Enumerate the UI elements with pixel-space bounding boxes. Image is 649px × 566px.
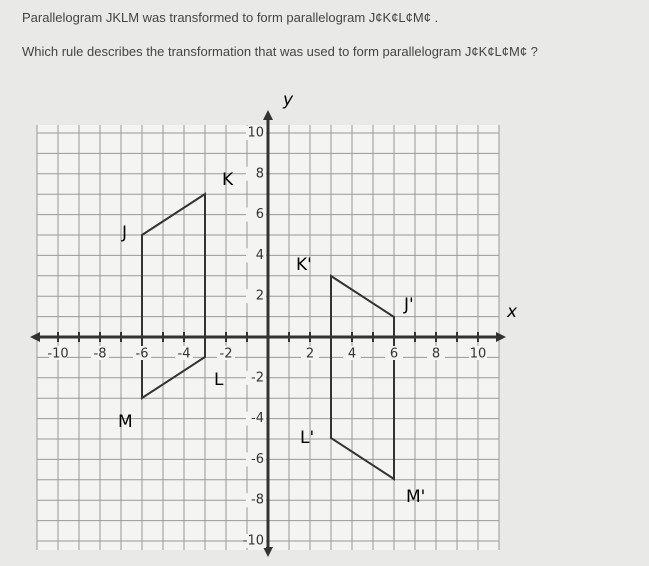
y-tick-label: 2 [256,289,264,304]
x-tick-label: 6 [390,347,398,362]
tick-label-bg [246,207,266,222]
y-axis-label: y [282,90,294,110]
parallelogram-jklm [141,192,206,400]
y-tick-label: -2 [251,370,264,385]
y-tick-label: -10 [243,534,264,549]
x-tick-label: 10 [470,347,487,362]
tick-label-bg [385,346,403,360]
x-tick-label: -6 [136,347,149,362]
vertex-label: L' [300,428,314,448]
tick-label-bg [217,346,235,360]
y-tick-label: 8 [256,166,264,181]
vertex-label: K [222,170,234,190]
arrow [30,332,40,342]
vertex-label: J [121,223,127,243]
x-tick-label: -8 [94,347,107,362]
question-line: Parallelogram JKLM was transformed to fo… [22,10,439,25]
question-line: Which rule describes the transformation … [22,44,538,59]
tick-label-bg [246,534,266,548]
tick-label-bg [246,166,266,181]
tick-label-bg [246,370,266,385]
vertex-label: J' [403,295,414,315]
tick-label-bg [246,126,266,140]
tick-label-bg [469,346,487,360]
tick-label-bg [246,411,266,426]
vertex-label: M [118,412,133,432]
y-tick-label: -6 [251,452,264,467]
tick-label-bg [246,289,266,304]
tick-label-bg [246,493,266,508]
tick-label-bg [91,346,109,360]
x-tick-label: 2 [306,347,314,362]
vertex-label: K' [296,255,312,275]
x-tick-label: 4 [348,347,356,362]
tick-label-bg [343,346,361,360]
tick-label-bg [175,346,193,360]
y-tick-label: -8 [251,493,264,508]
y-tick-label: 4 [256,248,264,263]
tick-label-bg [301,346,319,360]
x-tick-label: -2 [220,347,233,362]
parallelogram-jklm-prime [330,274,395,481]
arrow [496,332,506,342]
arrow [263,110,273,120]
tick-label-bg [427,346,445,360]
y-tick-label: -4 [251,411,264,426]
tick-label-bg [246,248,266,263]
vertex-label: M' [406,487,425,507]
tick-label-bg [246,452,266,467]
x-tick-label: 8 [432,347,440,362]
y-tick-label: 6 [256,207,264,222]
y-tick-label: 10 [247,126,264,141]
tick-label-bg [133,346,151,360]
vertex-label: L [214,370,224,390]
tick-label-bg [49,346,67,360]
x-tick-label: -4 [178,347,191,362]
x-axis-label: x [506,302,518,322]
arrow [263,547,273,557]
x-tick-label: -10 [47,347,68,362]
